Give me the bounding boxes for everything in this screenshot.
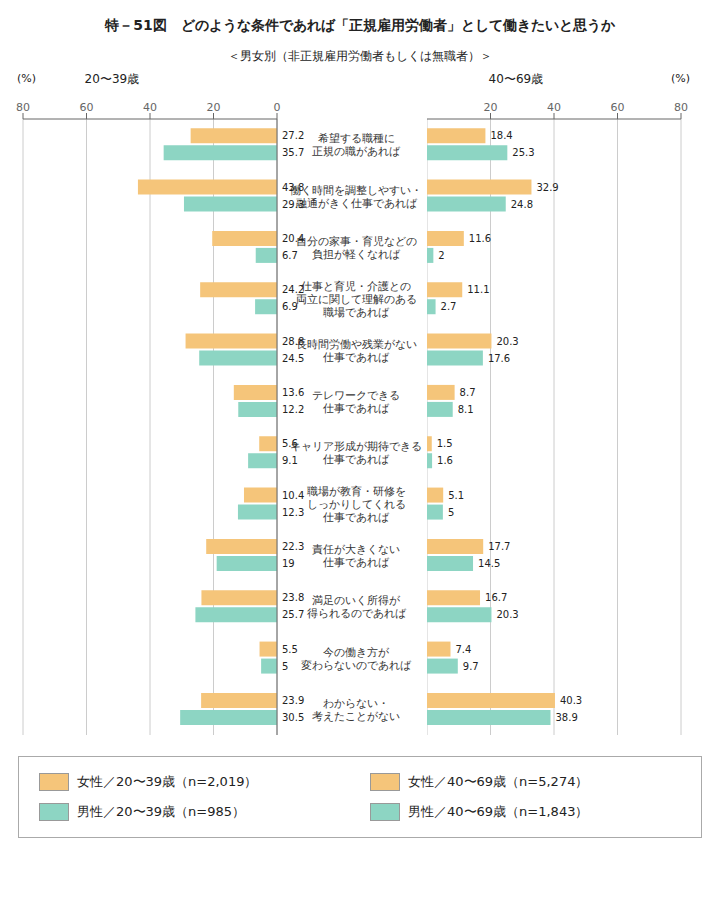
svg-text:5: 5 [282, 661, 288, 672]
svg-text:0: 0 [274, 101, 281, 114]
svg-text:仕事と育児・介護との両立に関して理解のある職場であれば: 仕事と育児・介護との両立に関して理解のある職場であれば [296, 279, 417, 318]
svg-text:働く時間を調整しやすい・融通がきく仕事であれば: 働く時間を調整しやすい・融通がきく仕事であれば [290, 183, 422, 209]
svg-text:職場が教育・研修をしっかりしてくれる仕事であれば: 職場が教育・研修をしっかりしてくれる仕事であれば [307, 485, 406, 524]
svg-text:30.5: 30.5 [282, 712, 304, 723]
html-text:20〜39歳: 20〜39歳 [84, 72, 140, 86]
svg-text:自分の家事・育児などの負担が軽くなれば: 自分の家事・育児などの負担が軽くなれば [296, 234, 417, 260]
svg-text:29.3: 29.3 [282, 199, 304, 210]
svg-text:10.4: 10.4 [282, 490, 304, 501]
svg-text:キャリア形成が期待できる仕事であれば: キャリア形成が期待できる仕事であれば [290, 440, 422, 466]
svg-text:8.7: 8.7 [460, 387, 476, 398]
svg-text:24.5: 24.5 [282, 353, 304, 364]
svg-text:5.5: 5.5 [282, 644, 298, 655]
html-text:特－51図 どのような条件であれば「正規雇用労働者」として働: 特－51図 どのような条件であれば「正規雇用労働者」として働きたいと思うか [105, 17, 615, 33]
svg-text:2.7: 2.7 [441, 301, 457, 312]
svg-text:20.4: 20.4 [282, 233, 304, 244]
svg-text:11.6: 11.6 [469, 233, 491, 244]
html-text:男性／20〜39歳（n=985）: 男性／20〜39歳（n=985） [77, 804, 245, 819]
svg-text:5.1: 5.1 [448, 490, 464, 501]
svg-text:14.5: 14.5 [478, 558, 500, 569]
svg-text:24.8: 24.8 [511, 199, 533, 210]
svg-text:19: 19 [282, 558, 295, 569]
svg-text:5: 5 [448, 507, 454, 518]
svg-text:6.9: 6.9 [282, 301, 298, 312]
svg-text:長時間労働や残業がない仕事であれば: 長時間労働や残業がない仕事であれば [296, 337, 417, 363]
svg-text:24.2: 24.2 [282, 284, 304, 295]
html-text:＜男女別（非正規雇用労働者もしくは無職者）＞: ＜男女別（非正規雇用労働者もしくは無職者）＞ [228, 48, 492, 63]
svg-text:20: 20 [484, 101, 498, 114]
svg-text:テレワークできる仕事であれば: テレワークできる仕事であれば [312, 388, 400, 414]
svg-text:25.3: 25.3 [512, 147, 534, 158]
svg-text:1.6: 1.6 [437, 455, 453, 466]
svg-text:35.7: 35.7 [282, 147, 304, 158]
svg-text:60: 60 [80, 101, 94, 114]
svg-text:満足のいく所得が得られるのであれば: 満足のいく所得が得られるのであれば [307, 594, 407, 620]
svg-text:60: 60 [611, 101, 625, 114]
svg-text:27.2: 27.2 [282, 130, 304, 141]
svg-text:20.3: 20.3 [496, 609, 518, 620]
svg-text:6.7: 6.7 [282, 250, 298, 261]
html-text:男性／40〜69歳（n=1,843）: 男性／40〜69歳（n=1,843） [408, 804, 589, 819]
svg-text:9.1: 9.1 [282, 455, 298, 466]
svg-text:今の働き方が変わらないのであれば: 今の働き方が変わらないのであれば [301, 645, 412, 671]
svg-text:43.8: 43.8 [282, 182, 304, 193]
svg-text:20.3: 20.3 [496, 336, 518, 347]
svg-text:1.5: 1.5 [437, 438, 453, 449]
svg-text:22.3: 22.3 [282, 541, 304, 552]
html-text:40〜69歳: 40〜69歳 [488, 72, 544, 86]
svg-text:25.7: 25.7 [282, 609, 304, 620]
svg-text:18.4: 18.4 [490, 130, 512, 141]
svg-text:7.4: 7.4 [455, 644, 471, 655]
svg-text:9.7: 9.7 [463, 661, 479, 672]
html-text:女性／20〜39歳（n=2,019）: 女性／20〜39歳（n=2,019） [77, 774, 258, 789]
svg-text:わからない・考えたことがない: わからない・考えたことがない [312, 696, 400, 722]
svg-text:38.9: 38.9 [556, 712, 578, 723]
svg-text:16.7: 16.7 [485, 592, 507, 603]
svg-text:11.1: 11.1 [467, 284, 489, 295]
svg-text:40: 40 [143, 101, 157, 114]
svg-text:12.2: 12.2 [282, 404, 304, 415]
svg-text:40: 40 [547, 101, 561, 114]
svg-text:17.6: 17.6 [488, 353, 510, 364]
svg-text:5.6: 5.6 [282, 438, 298, 449]
svg-text:8.1: 8.1 [458, 404, 474, 415]
svg-text:2: 2 [438, 250, 444, 261]
svg-text:40.3: 40.3 [560, 695, 582, 706]
svg-text:13.6: 13.6 [282, 387, 304, 398]
svg-text:23.9: 23.9 [282, 695, 304, 706]
html-text:女性／40〜69歳（n=5,274）: 女性／40〜69歳（n=5,274） [408, 774, 589, 789]
svg-text:希望する職種に正規の職があれば: 希望する職種に正規の職があれば [312, 132, 401, 158]
svg-text:12.3: 12.3 [282, 507, 304, 518]
svg-text:32.9: 32.9 [536, 182, 558, 193]
svg-text:80: 80 [16, 101, 30, 114]
svg-text:17.7: 17.7 [488, 541, 510, 552]
svg-text:20: 20 [207, 101, 221, 114]
svg-text:責任が大きくない仕事であれば: 責任が大きくない仕事であれば [312, 542, 400, 568]
svg-text:28.8: 28.8 [282, 336, 304, 347]
svg-text:23.8: 23.8 [282, 592, 304, 603]
svg-text:80: 80 [674, 101, 688, 114]
